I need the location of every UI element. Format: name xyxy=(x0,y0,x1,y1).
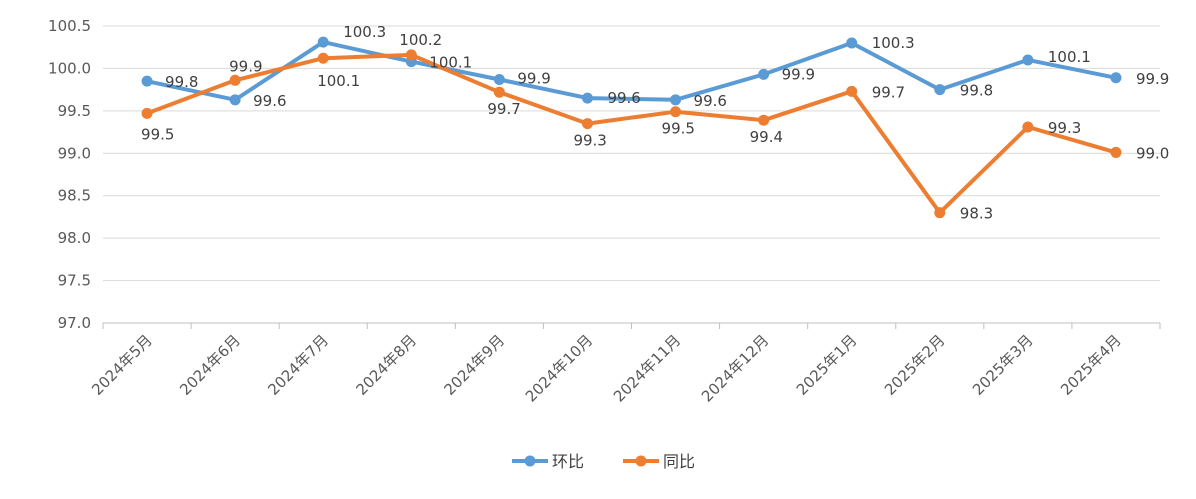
blue-series-point xyxy=(846,37,858,49)
x-tick-label: 2024年9月 xyxy=(441,331,509,399)
orange-series-point xyxy=(758,114,770,126)
orange-series-point xyxy=(934,207,946,219)
blue-series-data-label: 99.6 xyxy=(694,92,727,110)
x-tick-label: 2025年3月 xyxy=(969,331,1037,399)
blue-series-data-label: 99.8 xyxy=(960,82,993,100)
blue-series-point xyxy=(229,94,241,106)
y-tick-label: 100.0 xyxy=(48,59,91,77)
orange-series-data-label: 99.3 xyxy=(573,132,606,150)
blue-series-point xyxy=(581,92,593,104)
orange-series-point xyxy=(317,52,329,64)
y-tick-label: 98.0 xyxy=(58,229,91,247)
x-tick-label: 2024年6月 xyxy=(176,331,244,399)
legend-swatch-marker xyxy=(524,455,536,467)
blue-series-line xyxy=(145,40,1118,102)
orange-series-data-label: 99.5 xyxy=(662,120,695,138)
x-tick-label: 2025年1月 xyxy=(793,331,861,399)
y-tick-label: 100.5 xyxy=(48,17,91,35)
legend-label-orange-series: 同比 xyxy=(663,452,695,471)
blue-series-point xyxy=(1110,72,1122,84)
legend-swatch-marker xyxy=(635,455,647,467)
x-tick-label: 2025年2月 xyxy=(881,331,949,399)
blue-series-data-label: 99.6 xyxy=(607,89,640,107)
orange-series-point xyxy=(141,107,153,119)
x-tick-label: 2024年10月 xyxy=(522,331,596,405)
orange-series-point xyxy=(581,118,593,130)
blue-series-point xyxy=(317,36,329,48)
blue-series-data-label: 99.6 xyxy=(253,92,286,110)
blue-series-point xyxy=(670,94,682,106)
orange-series-point xyxy=(493,86,505,98)
x-tick-label: 2024年5月 xyxy=(88,331,156,399)
y-tick-label: 97.5 xyxy=(58,272,91,290)
orange-series-point xyxy=(229,74,241,86)
blue-series-data-label: 100.1 xyxy=(1048,48,1091,66)
y-tick-label: 98.5 xyxy=(58,187,91,205)
blue-series-data-label: 100.3 xyxy=(343,23,386,41)
orange-series-data-label: 99.7 xyxy=(872,83,905,101)
blue-series-point xyxy=(493,73,505,85)
orange-series-point xyxy=(846,85,858,97)
blue-series-data-label: 100.1 xyxy=(429,54,472,72)
x-tick-label: 2024年7月 xyxy=(264,331,332,399)
orange-series-line xyxy=(145,52,1118,215)
orange-series-point xyxy=(670,106,682,118)
blue-series-data-label: 99.9 xyxy=(517,69,550,87)
blue-series-point xyxy=(758,68,770,80)
orange-series-data-label: 99.5 xyxy=(141,125,174,143)
orange-series-data-label: 100.2 xyxy=(399,31,442,49)
orange-series-data-label: 100.1 xyxy=(317,72,360,90)
blue-series-point xyxy=(141,75,153,87)
x-tick-label: 2025年4月 xyxy=(1057,331,1125,399)
orange-series-data-label: 99.9 xyxy=(229,57,262,75)
y-tick-label: 97.0 xyxy=(58,314,91,332)
y-tick-label: 99.5 xyxy=(58,102,91,120)
x-tick-label: 2024年12月 xyxy=(698,331,772,405)
blue-series-data-label: 100.3 xyxy=(872,34,915,52)
blue-series-data-label: 99.9 xyxy=(782,65,815,83)
orange-series-data-label: 99.7 xyxy=(487,100,520,118)
blue-series-point xyxy=(1022,54,1034,66)
orange-series-point xyxy=(1022,121,1034,133)
orange-series-data-label: 99.3 xyxy=(1048,119,1081,137)
blue-series-point xyxy=(934,84,946,96)
orange-series-point xyxy=(1110,146,1122,158)
y-tick-label: 99.0 xyxy=(58,144,91,162)
blue-series-data-label: 99.9 xyxy=(1136,70,1169,88)
orange-series-data-label: 99.0 xyxy=(1136,144,1169,162)
orange-series-data-label: 99.4 xyxy=(750,128,783,146)
blue-series-data-label: 99.8 xyxy=(165,73,198,91)
x-tick-label: 2024年8月 xyxy=(352,331,420,399)
orange-series-data-label: 98.3 xyxy=(960,205,993,223)
orange-series-point xyxy=(405,49,417,61)
legend-label-blue-series: 环比 xyxy=(552,452,584,471)
x-tick-label: 2024年11月 xyxy=(610,331,684,405)
legend: 环比 同比 xyxy=(512,452,695,471)
